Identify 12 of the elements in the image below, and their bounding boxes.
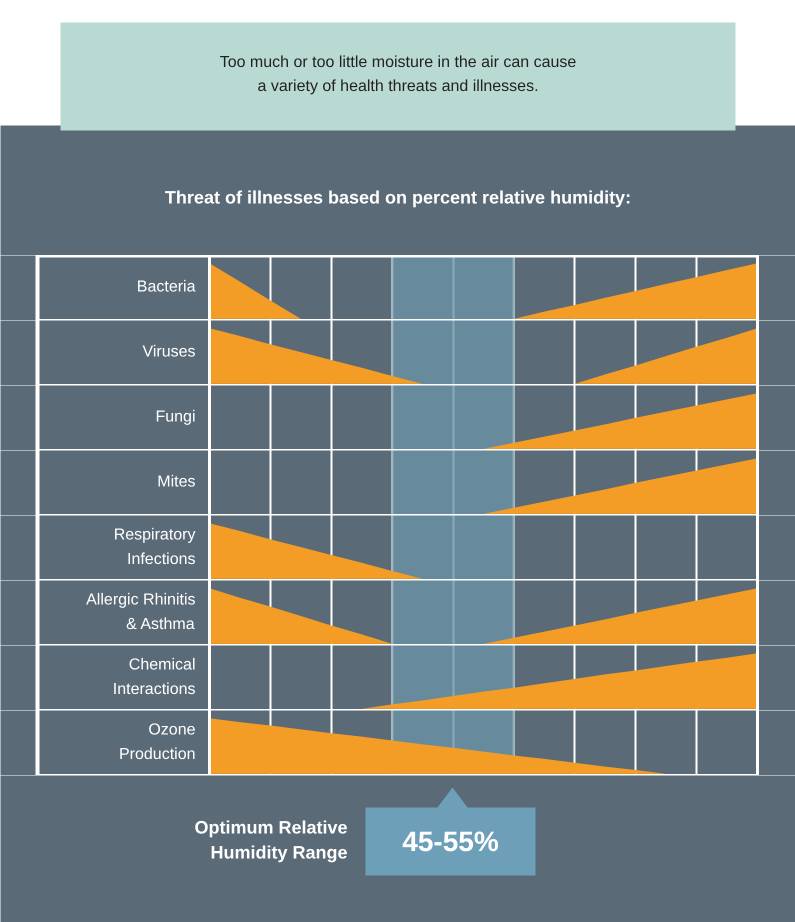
y-axis-title: Ozone Production (119, 721, 196, 763)
y-axis-title: Viruses (142, 344, 196, 361)
y-axis-title: Fungi (155, 408, 196, 426)
text: Optimum Relative Humidity Range (194, 818, 348, 862)
text: 45-55% (402, 826, 499, 857)
y-axis-title: Allergic Rhinitis & Asthma (86, 591, 196, 633)
y-axis-title: Bacteria (136, 278, 196, 296)
chart-title: Too much or too little moisture in the air can cause a variety of health threats and illnesses. (220, 54, 576, 95)
y-axis-title: Chemical Interactions (112, 656, 196, 698)
y-axis-title: Respiratory Infections (114, 526, 196, 568)
chart-subtitle: Threat of illnesses based on percent relative humidity: (164, 188, 632, 208)
y-axis-title: Mites (157, 474, 196, 491)
